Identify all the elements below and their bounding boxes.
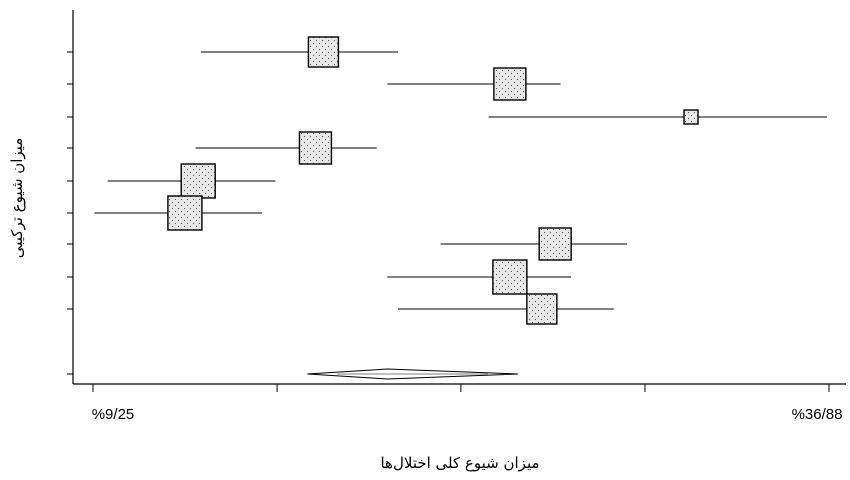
axes bbox=[67, 10, 846, 392]
study-box bbox=[180, 163, 216, 199]
study-box bbox=[683, 109, 699, 125]
y-axis-title: میزان شیوع ترکیبی bbox=[8, 138, 26, 259]
study-box bbox=[307, 36, 340, 68]
study-box bbox=[492, 259, 528, 295]
study-marks bbox=[94, 36, 827, 380]
x-tick-label-min: %9/25 bbox=[92, 406, 135, 423]
x-tick-label-max: %36/88 bbox=[792, 406, 843, 423]
study-box bbox=[538, 227, 572, 261]
study-box bbox=[298, 131, 333, 165]
study-box bbox=[167, 195, 203, 231]
study-box bbox=[526, 293, 558, 325]
study-box bbox=[493, 67, 527, 101]
x-axis-title: میزان شیوع کلی اختلال‌ها bbox=[380, 454, 539, 472]
